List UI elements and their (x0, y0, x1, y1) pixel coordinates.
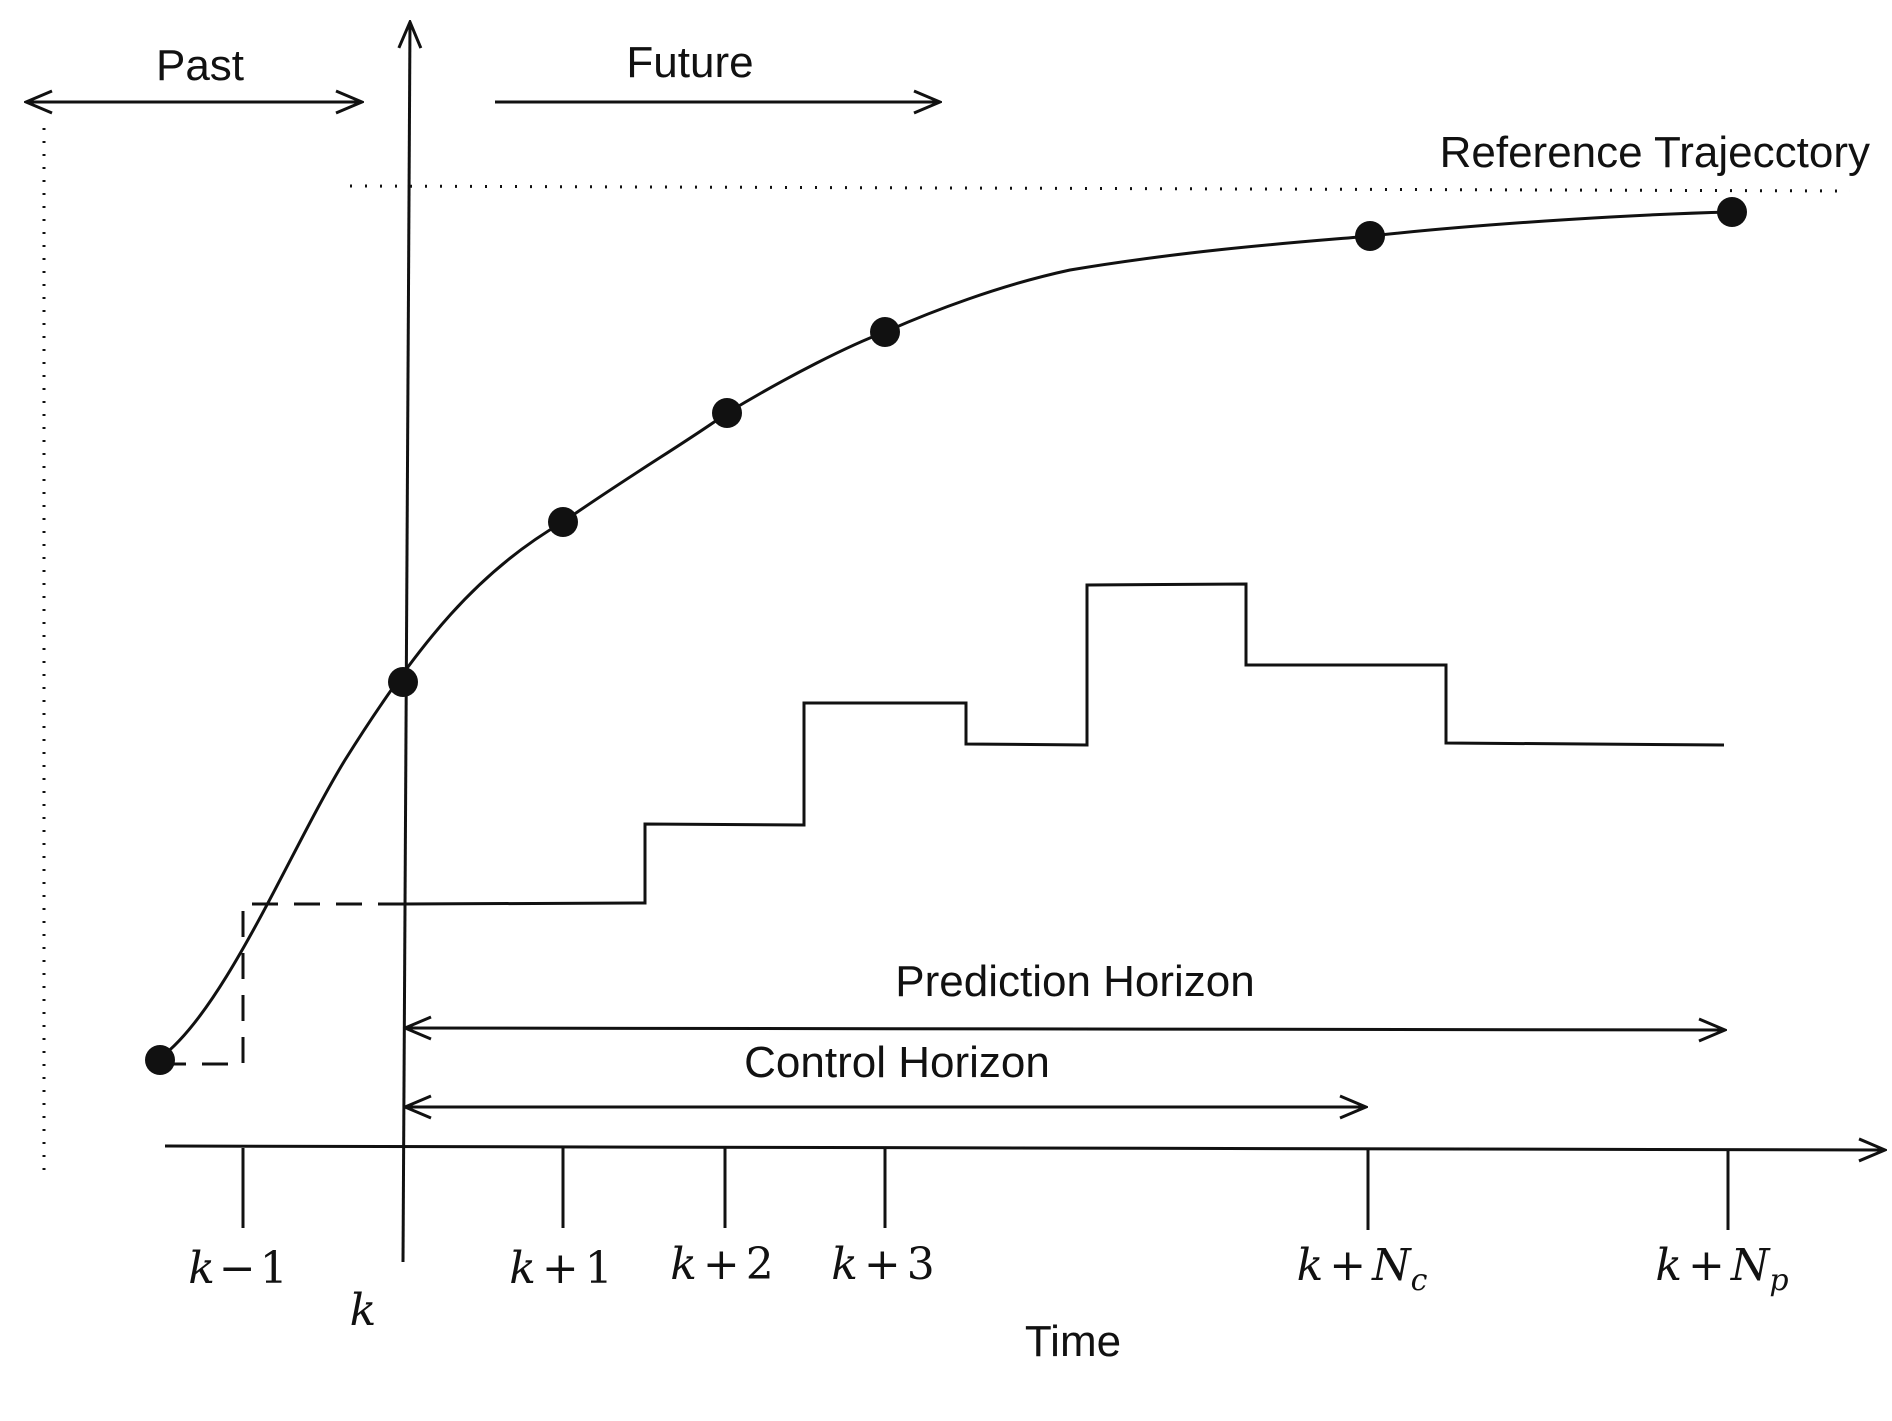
time-axis-label: Time (1025, 1317, 1121, 1366)
output-sample-dot (1355, 221, 1385, 251)
tick-label: k (350, 1285, 377, 1336)
output-sample-dot (145, 1045, 175, 1075)
tick-label: k +1 (509, 1243, 613, 1294)
tick-label: k−1 (188, 1243, 288, 1294)
time-axis (164, 1146, 1885, 1150)
past-input-dashed-step (160, 902, 403, 1066)
vertical-axis (403, 22, 410, 1263)
past-label: Past (156, 41, 244, 90)
output-sample-dot (712, 398, 742, 428)
control-horizon-label: Control Horizon (744, 1038, 1050, 1087)
prediction-horizon-label: Prediction Horizon (895, 957, 1255, 1006)
output-sample-dot (388, 667, 418, 697)
tick-label: k +2 (670, 1239, 774, 1290)
control-input-staircase (402, 582, 1725, 906)
output-sample-dot (1717, 197, 1747, 227)
output-sample-dot (870, 317, 900, 347)
output-sample-dot (548, 507, 578, 537)
prediction-horizon-arrow (405, 1028, 1725, 1030)
predicted-output-curve (159, 210, 1731, 1060)
reference-trajectory-label: Reference Trajecctory (1440, 128, 1870, 177)
reference-trajectory-line (349, 184, 1851, 193)
tick-label: k + Np (1655, 1240, 1788, 1298)
future-label: Future (626, 38, 753, 87)
tick-label: k + Nc (1297, 1240, 1428, 1298)
tick-label: k +3 (831, 1239, 935, 1290)
